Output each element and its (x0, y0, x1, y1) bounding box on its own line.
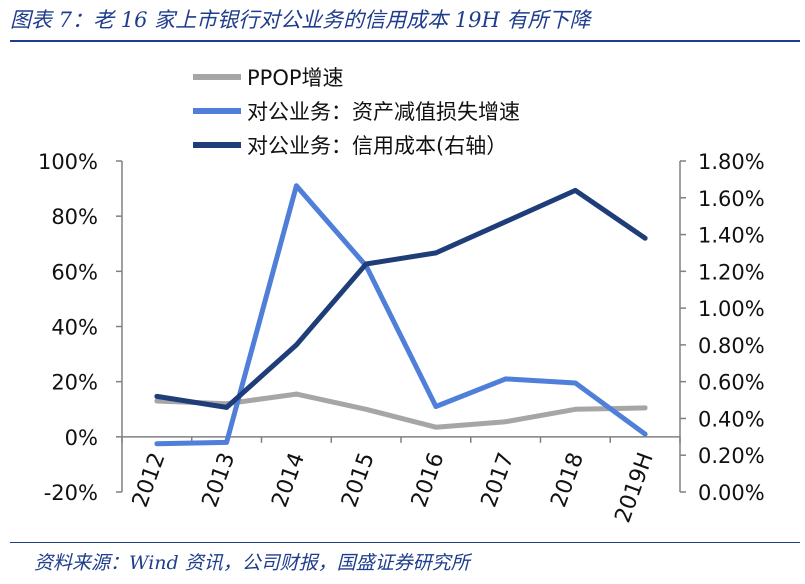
data-point (363, 261, 369, 267)
source-note: 资料来源：Wind 资讯，公司财报，国盛证券研究所 (34, 552, 470, 574)
x-axis-category-label: 2016 (407, 450, 450, 511)
x-axis-category-label: 2014 (267, 450, 310, 511)
legend-label: 对公业务：资产减值损失增速 (247, 100, 520, 124)
data-point (293, 342, 299, 348)
left-axis-tick-label: 100% (38, 150, 98, 174)
data-point (572, 188, 578, 193)
data-point (433, 404, 439, 409)
left-axis-tick-label: 20% (51, 371, 98, 395)
data-point (154, 393, 160, 399)
data-point (224, 405, 230, 410)
data-point (503, 219, 509, 225)
data-point (433, 424, 439, 430)
left-axis-tick-label: 80% (51, 205, 98, 229)
data-point (503, 376, 509, 382)
x-axis-category-label: 2017 (477, 450, 520, 511)
title-divider (10, 40, 800, 42)
data-point (642, 431, 648, 437)
data-point (642, 235, 648, 241)
legend-label: 对公业务：信用成本(右轴） (247, 134, 507, 158)
right-axis-tick-label: 0.20% (698, 444, 765, 468)
x-axis-category-label: 2013 (198, 450, 241, 511)
left-axis-tick-label: 0% (65, 426, 98, 450)
data-point (363, 406, 369, 412)
data-point (572, 380, 578, 386)
right-axis-tick-label: 1.20% (698, 260, 765, 284)
right-axis-tick-label: 1.40% (698, 224, 765, 248)
legend-label: PPOP增速 (247, 66, 344, 90)
chart-title: 图表 7：老 16 家上市银行对公业务的信用成本 19H 有所下降 (10, 8, 591, 32)
right-axis-tick-label: 1.00% (698, 297, 765, 321)
data-point (154, 441, 160, 447)
data-point (572, 406, 578, 412)
right-axis-tick-label: 0.00% (698, 481, 765, 505)
data-point (154, 398, 160, 404)
x-axis-category-label: 2018 (546, 450, 589, 511)
x-axis-category-label: 2019H (610, 450, 658, 527)
left-axis-tick-label: 40% (51, 316, 98, 340)
right-axis-tick-label: 1.60% (698, 187, 765, 211)
data-point (433, 250, 439, 256)
right-axis-tick-label: 0.40% (698, 407, 765, 431)
right-axis-tick-label: 0.60% (698, 371, 765, 395)
data-point (503, 419, 509, 425)
x-axis-category-label: 2015 (337, 450, 380, 511)
series-line (154, 187, 648, 410)
left-axis-tick-label: 60% (51, 260, 98, 284)
right-axis-tick-label: 0.80% (698, 334, 765, 358)
right-axis-tick-label: 1.80% (698, 150, 765, 174)
x-axis-category-label: 2012 (128, 450, 171, 511)
data-point (293, 183, 299, 189)
source-divider (10, 542, 800, 543)
data-point (293, 391, 299, 397)
data-point (224, 439, 230, 445)
left-axis-tick-label: -20% (44, 481, 98, 505)
data-point (642, 405, 648, 411)
